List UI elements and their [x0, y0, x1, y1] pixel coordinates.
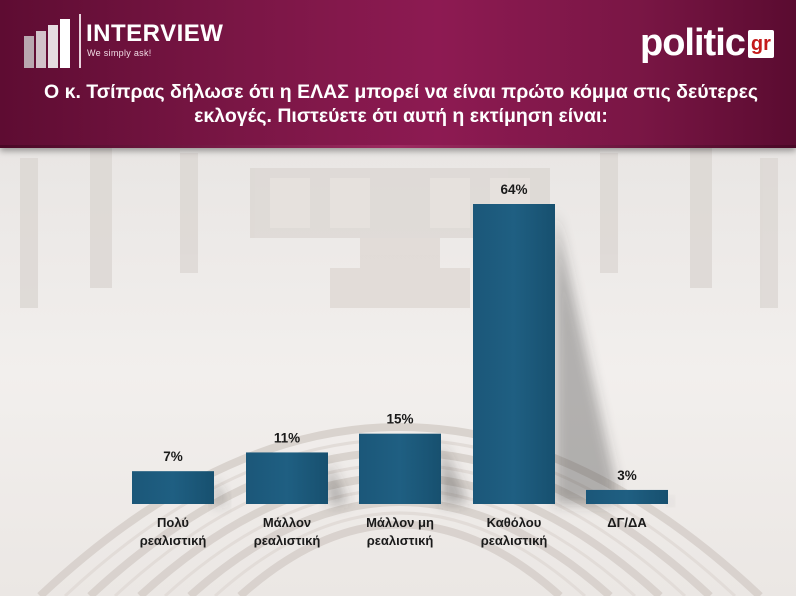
bar-value-label: 11%	[274, 430, 300, 445]
politic-gr-logo: politic gr	[640, 20, 774, 66]
bar	[359, 433, 441, 504]
category-label: ρεαλιστική	[140, 533, 207, 548]
category-label: Καθόλου	[487, 515, 542, 530]
bar-shadow	[441, 441, 466, 504]
category-label: ρεαλιστική	[367, 533, 434, 548]
bar-shadow	[328, 460, 347, 504]
bar-value-label: 7%	[163, 449, 183, 464]
category-label: ΔΓ/ΔΑ	[607, 515, 647, 530]
politic-logo-text: politic	[640, 22, 746, 64]
category-label: Μάλλον	[263, 515, 311, 530]
bar-shadow	[214, 479, 226, 504]
header-band: INTERVIEW We simply ask! politic gr Ο κ.…	[0, 0, 796, 148]
category-label: ρεαλιστική	[254, 533, 321, 548]
interview-brand-tagline: We simply ask!	[87, 48, 152, 58]
bar-value-label: 15%	[386, 412, 413, 427]
bar	[586, 489, 668, 504]
interview-brand-name: INTERVIEW	[86, 20, 224, 47]
bar	[132, 471, 214, 504]
politic-logo-suffix: gr	[747, 30, 774, 58]
category-label: ρεαλιστική	[481, 533, 548, 548]
parliament-background-image	[0, 148, 796, 596]
interview-logo-bars-icon	[24, 19, 70, 68]
bar-value-label: 3%	[617, 468, 637, 483]
bar-value-label: 64%	[500, 182, 527, 197]
bar	[473, 204, 555, 504]
category-label: Πολύ	[157, 515, 189, 530]
survey-question: Ο κ. Τσίπρας δήλωσε ότι η ΕΛΑΣ μπορεί να…	[44, 81, 758, 127]
bar-shadow	[668, 497, 673, 504]
bar	[246, 452, 328, 504]
brand-divider	[79, 14, 81, 68]
category-label: Μάλλον μη	[366, 515, 434, 530]
bar-shadow	[555, 212, 615, 504]
